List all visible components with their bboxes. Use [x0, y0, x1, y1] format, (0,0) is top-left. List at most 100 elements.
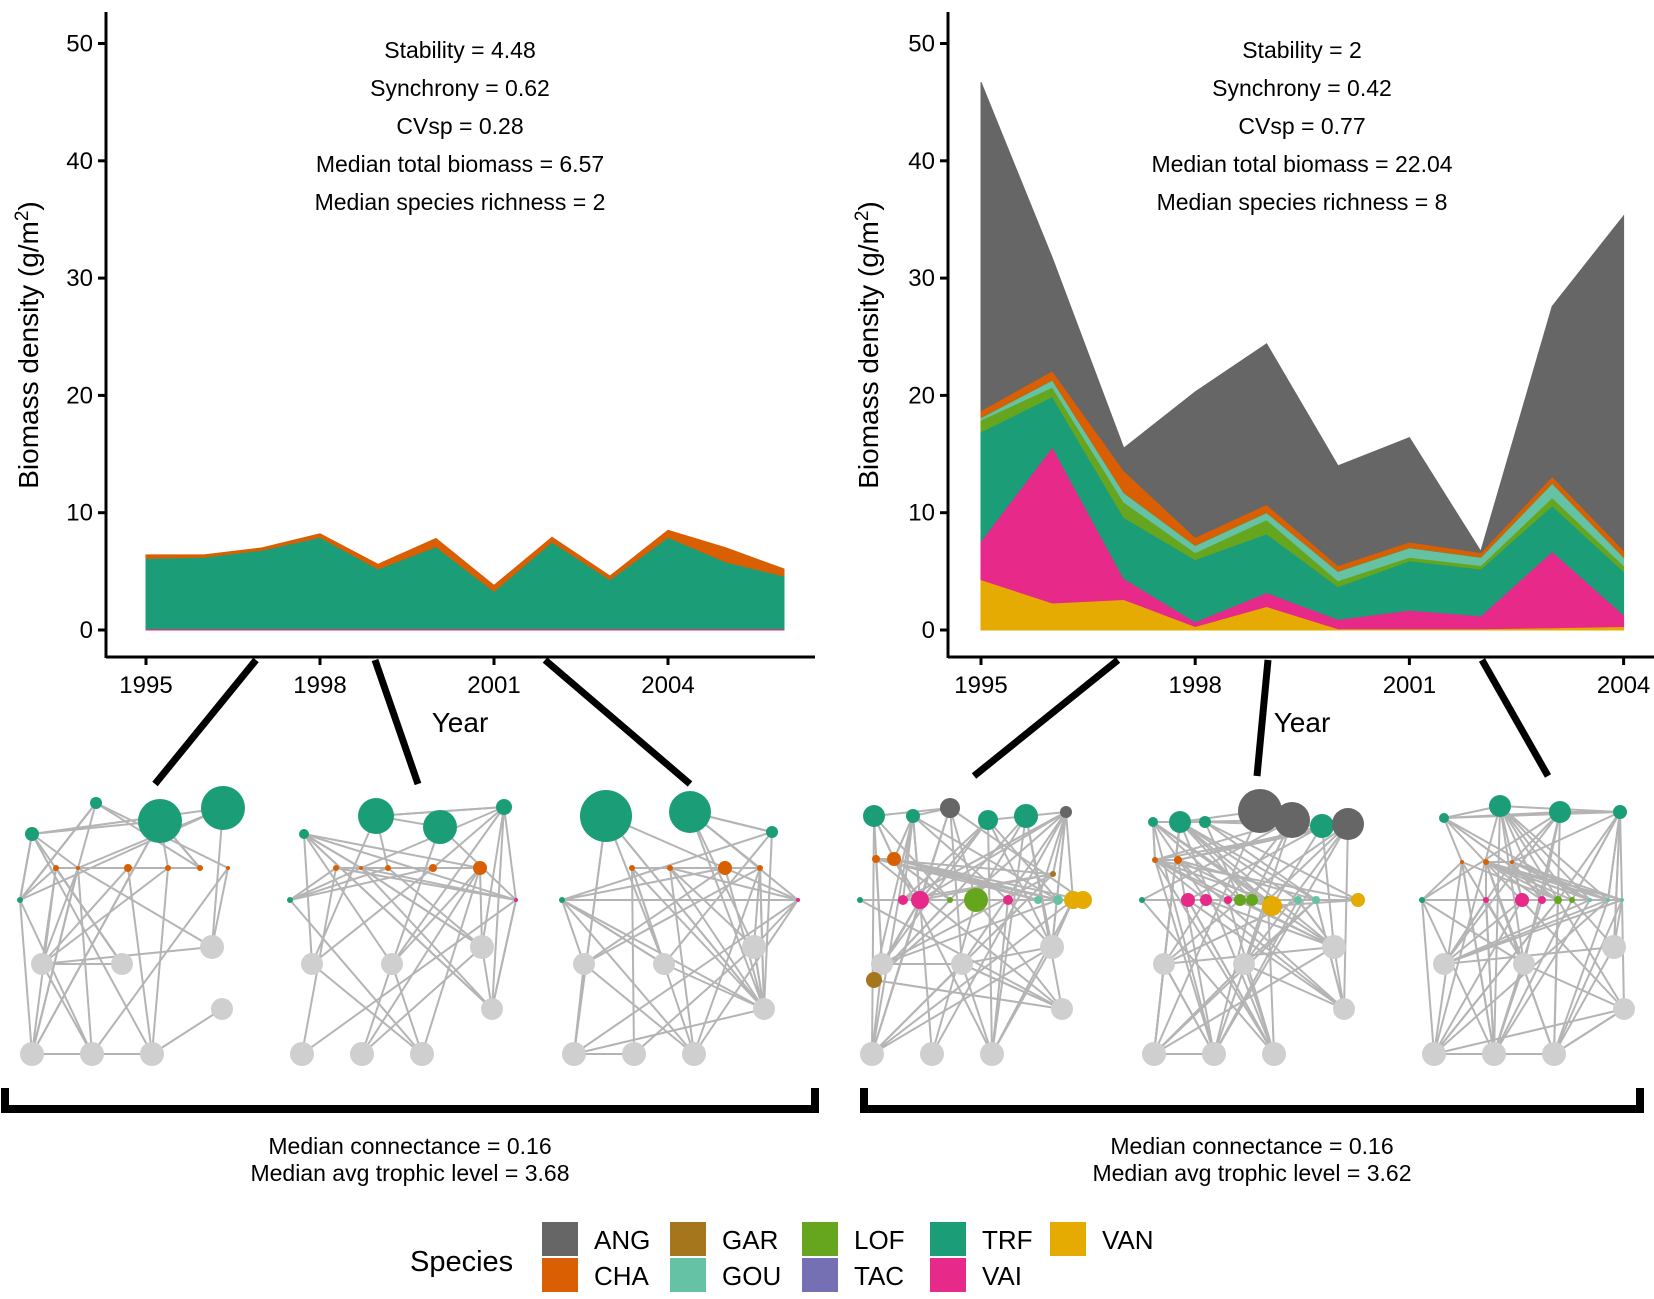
network-node: [211, 998, 233, 1020]
connector-line: [371, 658, 422, 786]
network-edge: [1443, 817, 1463, 863]
network-edge: [151, 1008, 223, 1055]
network-edge: [1443, 811, 1561, 965]
network-edge: [1141, 899, 1275, 1055]
network-edge: [987, 819, 1059, 901]
network-edge: [1152, 821, 1156, 861]
network-connector-lines: [152, 657, 1552, 787]
network-edge: [1065, 811, 1074, 901]
network-node: [562, 1042, 586, 1066]
network-node: [978, 810, 998, 830]
network-edge: [561, 899, 665, 965]
network-edge: [1179, 821, 1335, 948]
network-node: [580, 790, 632, 842]
network-edge: [1239, 823, 1349, 901]
left-x-tick-label: 1995: [119, 672, 172, 699]
food-web-network: [559, 790, 800, 1066]
network-node: [920, 1042, 944, 1066]
network-edge: [77, 867, 213, 948]
left-y-tick-label: 0: [80, 617, 93, 644]
network-edge: [491, 899, 517, 1010]
network-edge: [1243, 819, 1293, 965]
right-median-connectance: Median connectance = 0.16: [1110, 1133, 1393, 1159]
network-edge: [1152, 821, 1215, 1055]
network-node: [1246, 894, 1258, 906]
network-edge: [871, 815, 875, 1055]
right-ylabel: Biomass density (g/m2): [852, 201, 885, 489]
network-node: [1483, 859, 1489, 865]
network-edge: [1553, 899, 1609, 1055]
network-edge: [1025, 815, 1053, 948]
right-annotation-median-biomass: Median total biomass = 22.04: [1151, 151, 1452, 177]
legend-swatch-vai: [930, 1258, 966, 1292]
network-node: [429, 864, 437, 872]
network-node: [1460, 860, 1464, 864]
network-edge: [689, 811, 765, 1010]
legend-label-ang: ANG: [594, 1225, 650, 1255]
network-edge: [871, 963, 963, 1055]
network-node: [1060, 806, 1072, 818]
network-edge: [1443, 899, 1591, 965]
network-edge: [1607, 811, 1621, 901]
network-node: [514, 898, 518, 902]
left-y-tick-label: 40: [66, 148, 93, 175]
network-edge: [151, 867, 169, 1055]
network-node: [1148, 817, 1158, 827]
network-edge: [19, 802, 97, 901]
network-edge: [873, 815, 883, 965]
network-edge: [1511, 811, 1621, 863]
network-node: [350, 1042, 374, 1066]
network-edge: [1243, 963, 1275, 1055]
right-median-trophic-level: Median avg trophic level = 3.62: [1092, 1160, 1411, 1186]
network-node: [1554, 896, 1562, 904]
network-edge: [763, 831, 773, 1010]
species-legend: Species ANG CHA GAR GOU LOF TAC TRF VAI VAN: [410, 1222, 1154, 1292]
network-node: [1613, 998, 1635, 1020]
network-node: [669, 791, 711, 833]
left-median-trophic-level: Median avg trophic level = 3.68: [250, 1160, 569, 1186]
network-edge: [19, 899, 33, 1055]
network-edge: [1553, 946, 1615, 1055]
network-edge: [873, 815, 914, 981]
network-edge: [360, 867, 493, 1010]
network-node: [718, 861, 732, 875]
right-biomass-panel: 0 10 20 30 40 50 1995 1998 2001 2004 Year Biomass…: [852, 12, 1654, 738]
network-edge: [1433, 899, 1609, 1055]
network-edge: [669, 867, 799, 901]
network-edge: [561, 899, 695, 1055]
legend-title: Species: [410, 1246, 513, 1278]
network-edge: [303, 833, 393, 965]
network-edge: [1152, 821, 1269, 901]
network-node: [1224, 896, 1232, 904]
network-edge: [211, 867, 229, 948]
left-ylabel: Biomass density (g/m2): [12, 201, 45, 489]
network-edge: [873, 979, 1063, 1010]
network-edge: [1421, 899, 1435, 1055]
network-node: [1310, 814, 1334, 838]
network-edge: [1433, 1008, 1625, 1055]
connector-line: [542, 657, 693, 787]
network-node: [1351, 893, 1365, 907]
legend-label-gou: GOU: [722, 1261, 781, 1291]
network-edge: [1141, 819, 1293, 901]
network-node: [1489, 795, 1511, 817]
network-node: [1332, 808, 1364, 840]
network-node: [1040, 935, 1064, 959]
network-node: [80, 1042, 104, 1066]
network-edge: [77, 802, 97, 869]
network-edge: [991, 899, 1009, 1055]
network-node: [1515, 893, 1529, 907]
network-edge: [1499, 805, 1591, 901]
network-edge: [503, 806, 517, 901]
right-annotation-cvsp: CVsp = 0.77: [1238, 113, 1365, 139]
network-edge: [1511, 861, 1609, 901]
network-node: [622, 1042, 646, 1066]
network-edge: [561, 899, 585, 965]
network-node: [951, 953, 973, 975]
network-node: [481, 998, 503, 1020]
network-edge: [902, 811, 1067, 901]
network-edge: [689, 811, 799, 901]
network-node: [470, 935, 494, 959]
network-edge: [211, 807, 224, 948]
network-edge: [1461, 861, 1495, 1055]
